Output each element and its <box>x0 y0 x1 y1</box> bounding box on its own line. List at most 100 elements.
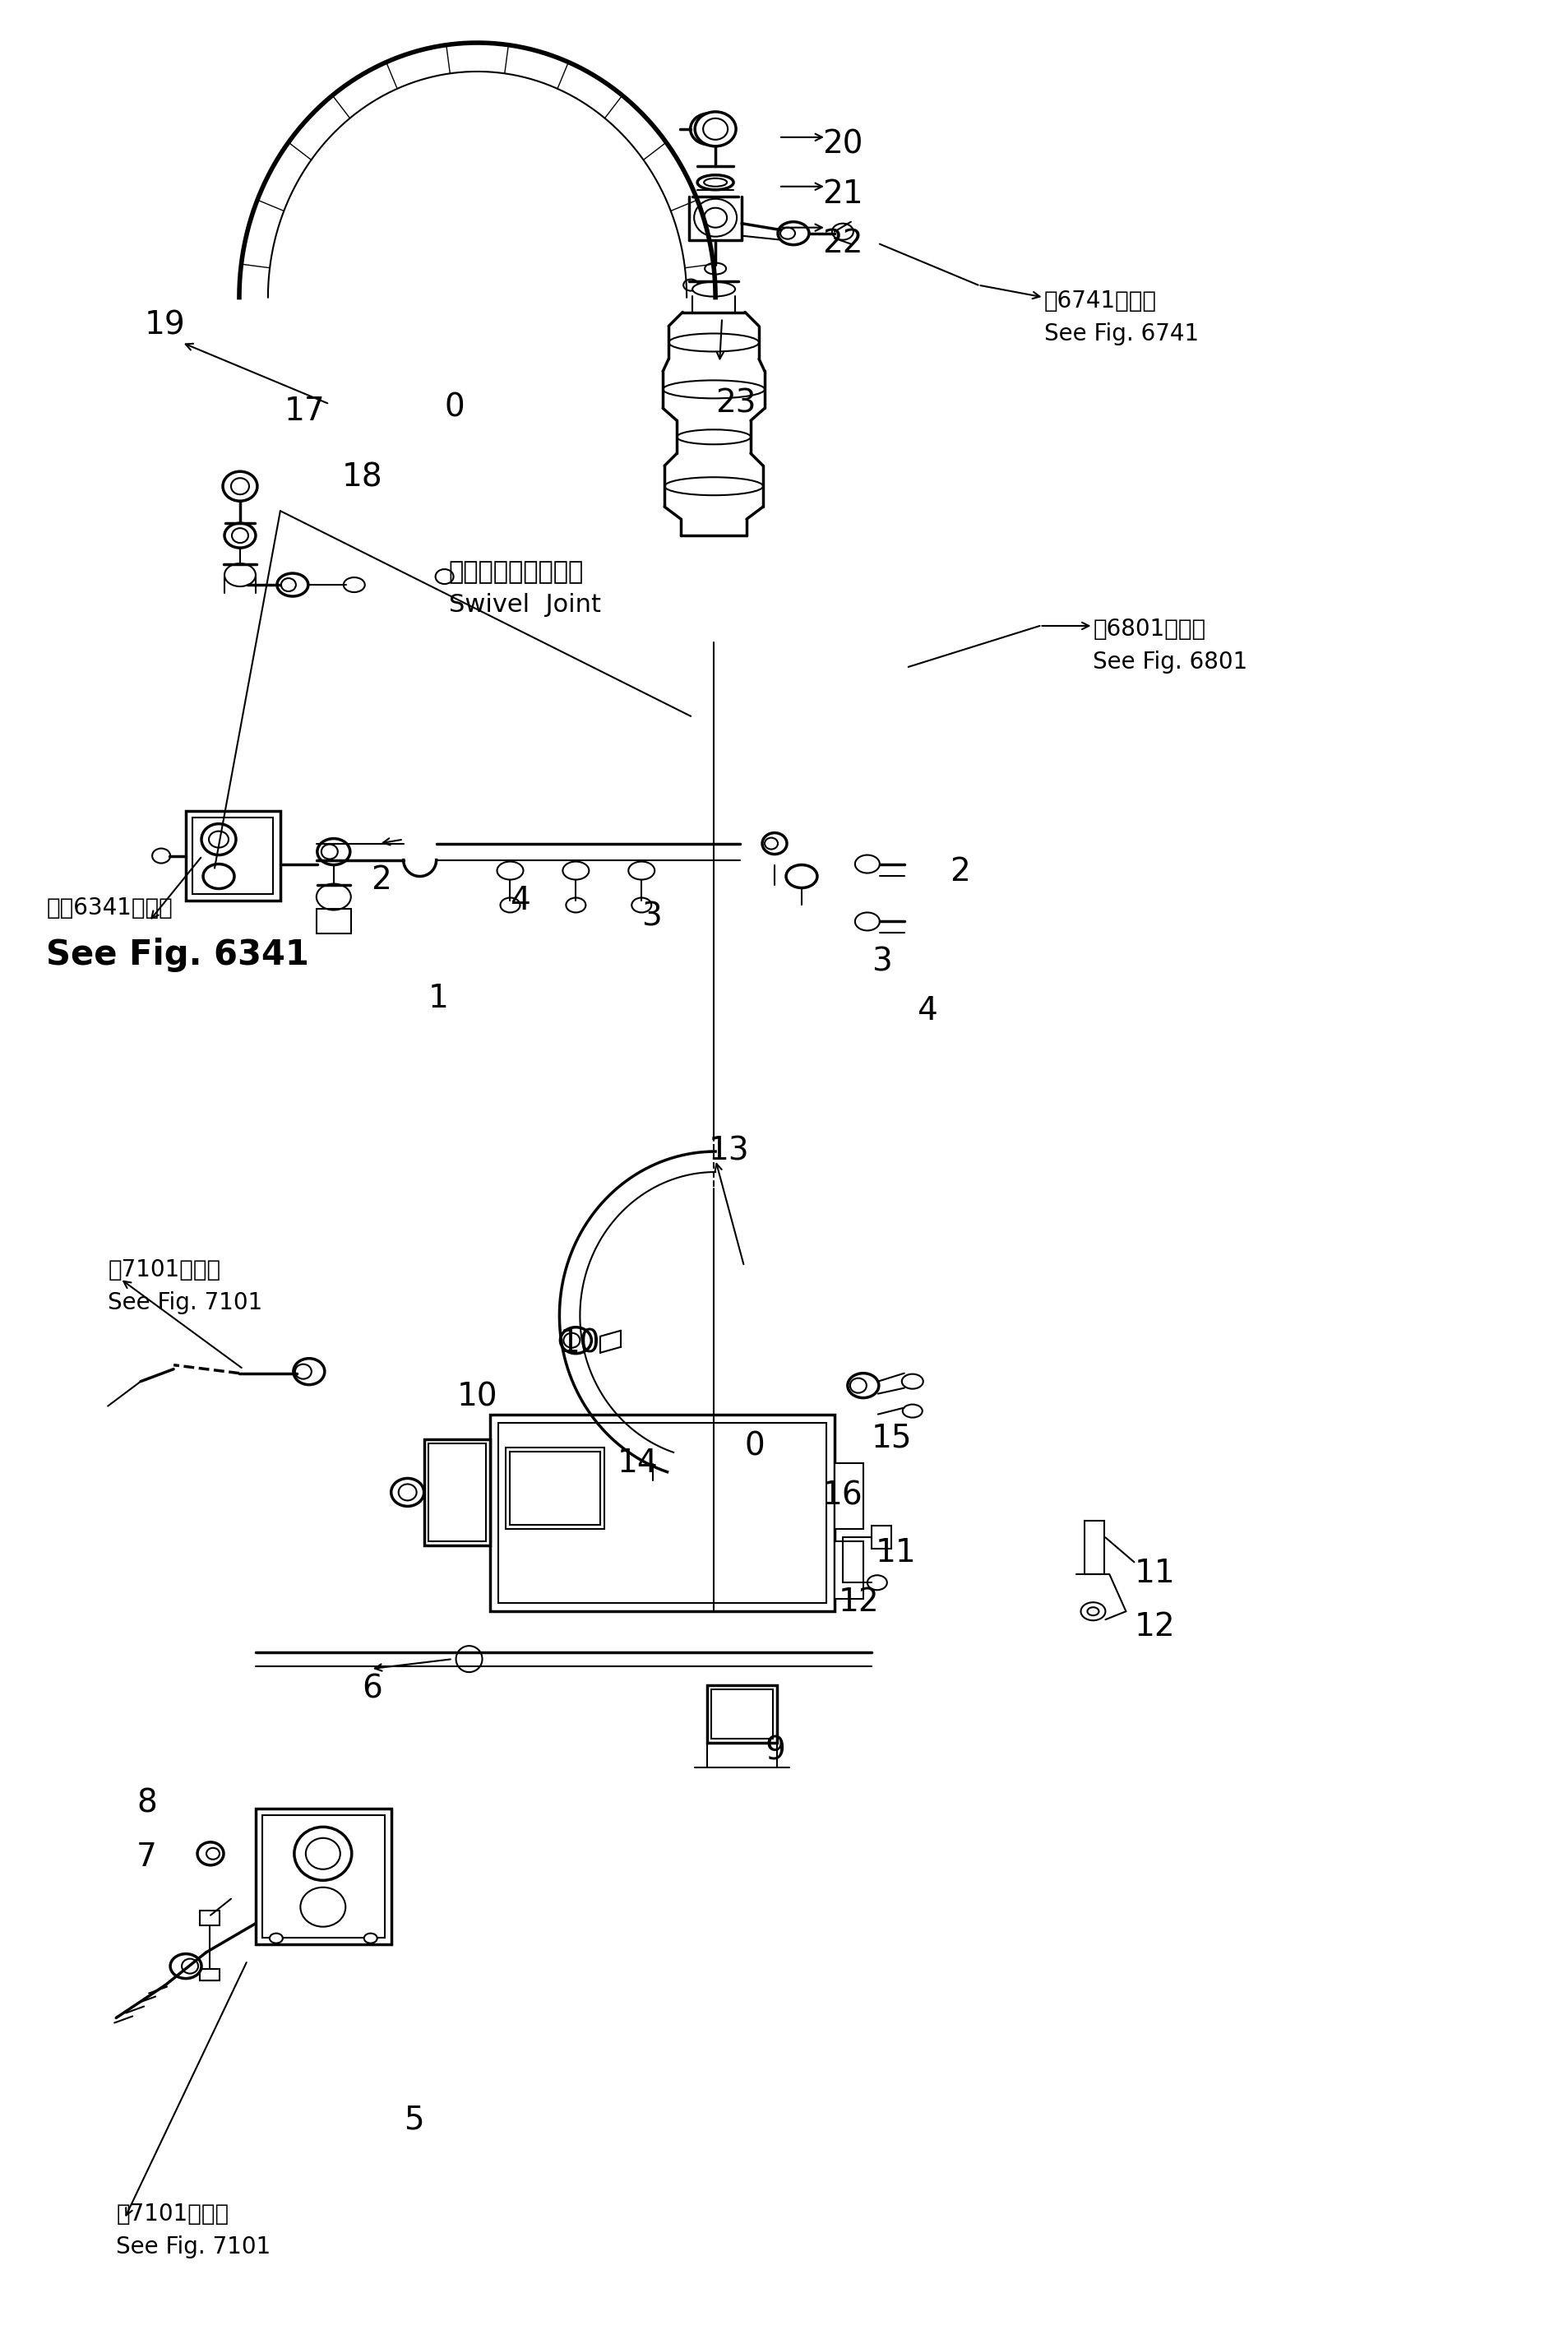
Bar <box>193 818 273 895</box>
Text: 8: 8 <box>136 1788 157 1819</box>
Text: 0: 0 <box>745 1430 765 1463</box>
Ellipse shape <box>209 832 229 849</box>
Ellipse shape <box>702 117 728 141</box>
Ellipse shape <box>281 579 296 591</box>
Bar <box>187 811 281 900</box>
Ellipse shape <box>497 863 524 879</box>
Text: 3: 3 <box>872 947 892 977</box>
Text: 2: 2 <box>370 865 390 895</box>
Ellipse shape <box>1087 1608 1099 1615</box>
Text: Swivel  Joint: Swivel Joint <box>448 593 601 616</box>
Ellipse shape <box>652 1460 682 1484</box>
Text: 21: 21 <box>822 178 862 209</box>
Text: 15: 15 <box>872 1423 913 1453</box>
Bar <box>199 1910 220 1924</box>
Ellipse shape <box>695 199 737 237</box>
Ellipse shape <box>223 471 257 502</box>
Ellipse shape <box>695 113 735 145</box>
Ellipse shape <box>563 1334 580 1348</box>
Text: スイベルジョイント: スイベルジョイント <box>448 560 583 584</box>
Bar <box>712 1690 773 1739</box>
Bar <box>199 1969 220 1981</box>
Text: 9: 9 <box>765 1735 786 1765</box>
Text: 7: 7 <box>136 1842 157 1873</box>
Ellipse shape <box>317 839 350 865</box>
Text: See Fig. 6801: See Fig. 6801 <box>1093 652 1248 673</box>
Ellipse shape <box>855 856 880 872</box>
Bar <box>872 1526 891 1549</box>
Ellipse shape <box>566 898 586 912</box>
Bar <box>423 1439 489 1545</box>
Ellipse shape <box>317 884 351 909</box>
Text: 23: 23 <box>715 387 756 420</box>
Ellipse shape <box>152 849 171 863</box>
Text: See Fig. 6741: See Fig. 6741 <box>1044 321 1198 345</box>
Ellipse shape <box>632 898 651 912</box>
Text: 12: 12 <box>839 1587 880 1617</box>
Ellipse shape <box>903 1404 922 1418</box>
Bar <box>489 1413 834 1610</box>
Bar <box>707 1685 778 1744</box>
Ellipse shape <box>230 478 249 495</box>
Text: 第7101図参照: 第7101図参照 <box>116 2203 229 2227</box>
Text: 11: 11 <box>1134 1559 1174 1589</box>
Text: 13: 13 <box>709 1134 750 1167</box>
Ellipse shape <box>690 113 728 145</box>
Ellipse shape <box>778 223 809 244</box>
Ellipse shape <box>278 574 309 595</box>
Bar <box>1085 1521 1104 1575</box>
Ellipse shape <box>198 1842 224 1866</box>
Ellipse shape <box>704 209 728 227</box>
Ellipse shape <box>301 1887 345 1927</box>
Ellipse shape <box>500 898 521 912</box>
Text: 5: 5 <box>403 2105 423 2135</box>
Text: 第6741図参照: 第6741図参照 <box>1044 288 1157 312</box>
Ellipse shape <box>833 223 853 239</box>
Ellipse shape <box>232 527 248 544</box>
Ellipse shape <box>850 1378 867 1392</box>
Ellipse shape <box>684 279 698 291</box>
Text: See Fig. 6341: See Fig. 6341 <box>47 938 309 973</box>
Ellipse shape <box>306 1838 340 1868</box>
Text: 18: 18 <box>342 462 383 492</box>
Text: 4: 4 <box>510 884 530 917</box>
Text: 22: 22 <box>822 227 862 258</box>
Ellipse shape <box>693 281 735 298</box>
Bar <box>834 1463 864 1528</box>
Ellipse shape <box>855 912 880 931</box>
Ellipse shape <box>364 1934 378 1943</box>
Ellipse shape <box>698 176 734 190</box>
Ellipse shape <box>295 1826 351 1880</box>
Bar <box>428 1444 486 1542</box>
Ellipse shape <box>204 865 234 888</box>
Text: 2: 2 <box>950 856 969 886</box>
Text: 10: 10 <box>560 1329 601 1360</box>
Ellipse shape <box>390 1479 423 1507</box>
Text: 1: 1 <box>428 982 448 1015</box>
Ellipse shape <box>224 563 256 586</box>
Text: 第　6341図参照: 第 6341図参照 <box>47 898 172 919</box>
Ellipse shape <box>704 178 728 188</box>
Ellipse shape <box>295 1364 312 1378</box>
Ellipse shape <box>786 865 817 888</box>
Text: 17: 17 <box>284 396 325 427</box>
Text: 6: 6 <box>362 1674 383 1704</box>
Bar <box>834 1542 864 1599</box>
Ellipse shape <box>456 1645 483 1671</box>
Ellipse shape <box>629 863 655 879</box>
Text: 10: 10 <box>456 1381 497 1413</box>
Ellipse shape <box>398 1484 417 1500</box>
Ellipse shape <box>560 1327 591 1352</box>
Ellipse shape <box>663 380 765 398</box>
Ellipse shape <box>902 1374 924 1388</box>
Ellipse shape <box>182 1960 198 1974</box>
Bar <box>499 1423 826 1603</box>
Ellipse shape <box>201 823 235 856</box>
Text: See Fig. 7101: See Fig. 7101 <box>116 2236 271 2260</box>
Text: 12: 12 <box>1134 1610 1174 1643</box>
Ellipse shape <box>781 227 795 239</box>
Ellipse shape <box>699 120 720 138</box>
Bar <box>510 1451 601 1526</box>
Ellipse shape <box>207 1847 220 1859</box>
Ellipse shape <box>171 1955 201 1978</box>
